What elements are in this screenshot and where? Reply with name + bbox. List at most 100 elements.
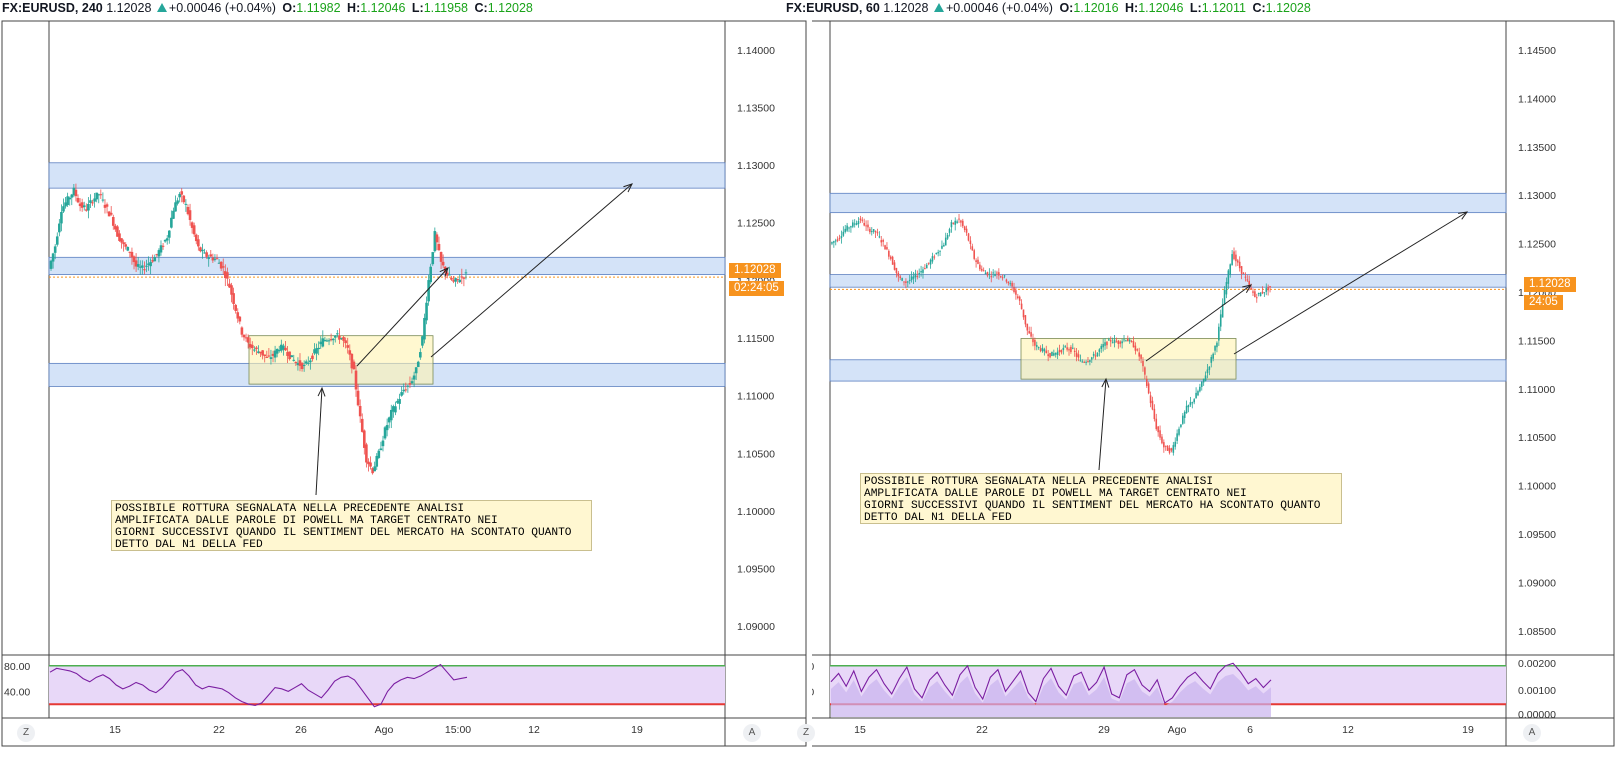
- candle-body: [954, 220, 957, 225]
- auto-scale-button[interactable]: A: [1523, 724, 1541, 742]
- candle-body: [182, 195, 186, 203]
- auto-scale-button[interactable]: A: [743, 724, 761, 742]
- candle-body: [1233, 251, 1235, 260]
- candle-body: [1035, 345, 1038, 347]
- chart-panel-4h[interactable]: FX:EURUSD, 240 1.12028 +0.00046 (+0.04%)…: [0, 0, 807, 779]
- candle-body: [1026, 323, 1029, 331]
- price-chart-svg[interactable]: 1.140001.135001.130001.125001.120001.115…: [0, 0, 807, 779]
- indicator-tick-label: 0.00200: [1518, 658, 1556, 670]
- candle-body: [1060, 350, 1063, 353]
- candle-body: [207, 257, 211, 259]
- candle-body: [996, 272, 998, 274]
- candle-body: [89, 200, 92, 203]
- candle-body: [439, 252, 443, 262]
- support-resistance-zone: [829, 274, 1507, 288]
- candle-body: [1102, 344, 1104, 348]
- candle-body: [66, 196, 69, 206]
- analysis-note[interactable]: POSSIBILE ROTTURA SEGNALATA NELLA PRECED…: [111, 500, 592, 551]
- candle-body: [1015, 290, 1017, 295]
- timezone-button[interactable]: Z: [17, 724, 35, 742]
- candle-body: [433, 231, 437, 252]
- candle-body: [1202, 378, 1205, 383]
- candle-body: [1151, 400, 1154, 410]
- last-price: 1.12028: [106, 1, 152, 15]
- time-tick-label: 6: [1247, 724, 1253, 736]
- candle-body: [255, 347, 258, 349]
- candle-body: [973, 250, 975, 259]
- candle-body: [1174, 441, 1177, 447]
- candle-body: [1003, 275, 1006, 277]
- candle-body: [1056, 351, 1059, 356]
- candle-body: [1119, 341, 1122, 344]
- candle-body: [999, 276, 1002, 278]
- candle-body: [400, 392, 403, 396]
- price-tick-label: 1.13500: [737, 102, 775, 114]
- candle-body: [271, 353, 275, 356]
- price-chart-svg[interactable]: 1.14500 1.14000 1.13500 1.13000 1.12500 1.120…: [812, 0, 1615, 779]
- time-tick-label: 12: [528, 724, 540, 736]
- candle-body: [1089, 360, 1091, 362]
- rsi-tick-label: 40.00: [812, 686, 814, 698]
- support-resistance-zone: [829, 192, 1507, 214]
- high-value: 1.12046: [360, 1, 406, 15]
- candle-body: [1244, 276, 1247, 278]
- candle-body: [282, 345, 285, 350]
- candle-body: [352, 361, 356, 370]
- candle-body: [1164, 445, 1167, 447]
- candle-body: [886, 247, 888, 250]
- candle-body: [1204, 375, 1207, 381]
- open-value: 1.11982: [296, 1, 341, 15]
- price-tick-label: 1.09500: [737, 564, 775, 576]
- candle-body: [240, 327, 244, 335]
- candle-body: [1257, 292, 1260, 294]
- candle-body: [126, 246, 130, 251]
- candle-body: [838, 237, 841, 239]
- timezone-button[interactable]: Z: [797, 724, 815, 742]
- candle-body: [68, 197, 72, 200]
- candle-body: [1265, 288, 1268, 292]
- trend-arrow: [1098, 378, 1107, 471]
- candle-body: [155, 254, 159, 256]
- candle-body: [980, 268, 983, 271]
- candle-body: [219, 261, 223, 269]
- candle-body: [49, 260, 53, 269]
- candle-body: [1128, 339, 1131, 342]
- candle-body: [385, 425, 389, 431]
- candle-body: [317, 347, 320, 350]
- candle-body: [128, 251, 132, 253]
- candle-body: [1104, 342, 1106, 346]
- candle-body: [1246, 279, 1249, 281]
- candle-body: [891, 256, 894, 265]
- candle-body: [248, 344, 252, 348]
- chart-panel-1h[interactable]: FX:EURUSD, 60 1.12028 +0.00046 (+0.04%) …: [786, 0, 1615, 779]
- candle-body: [869, 228, 871, 233]
- arrow-head-icon: [439, 267, 449, 277]
- candle-body: [213, 258, 217, 260]
- candle-body: [1053, 353, 1055, 356]
- candle-body: [151, 260, 154, 262]
- candle-body: [107, 211, 111, 217]
- candle-body: [298, 360, 302, 366]
- candle-body: [348, 350, 352, 355]
- rsi-line: [49, 663, 468, 708]
- candle-body: [950, 222, 953, 228]
- candle-body: [878, 236, 881, 238]
- candle-body: [1041, 347, 1044, 352]
- candle-body: [1077, 354, 1080, 358]
- chart-frame: [812, 20, 1615, 747]
- candle-body: [1242, 272, 1245, 274]
- candle-body: [833, 241, 835, 243]
- candle-body: [1106, 341, 1108, 346]
- candle-body: [329, 339, 333, 341]
- candle-body: [1051, 351, 1053, 356]
- candle-body: [1161, 436, 1163, 444]
- price-tick-label: 1.13000: [737, 160, 775, 172]
- candle-body: [984, 272, 987, 275]
- candle-body: [986, 272, 989, 276]
- candle-body: [907, 281, 909, 283]
- price-change: +0.00046 (+0.04%): [168, 1, 276, 15]
- candle-body: [971, 246, 974, 251]
- analysis-note[interactable]: POSSIBILE ROTTURA SEGNALATA NELLA PRECED…: [860, 473, 1342, 524]
- candle-body: [1123, 339, 1125, 341]
- candle-countdown: 24:05: [1524, 295, 1563, 310]
